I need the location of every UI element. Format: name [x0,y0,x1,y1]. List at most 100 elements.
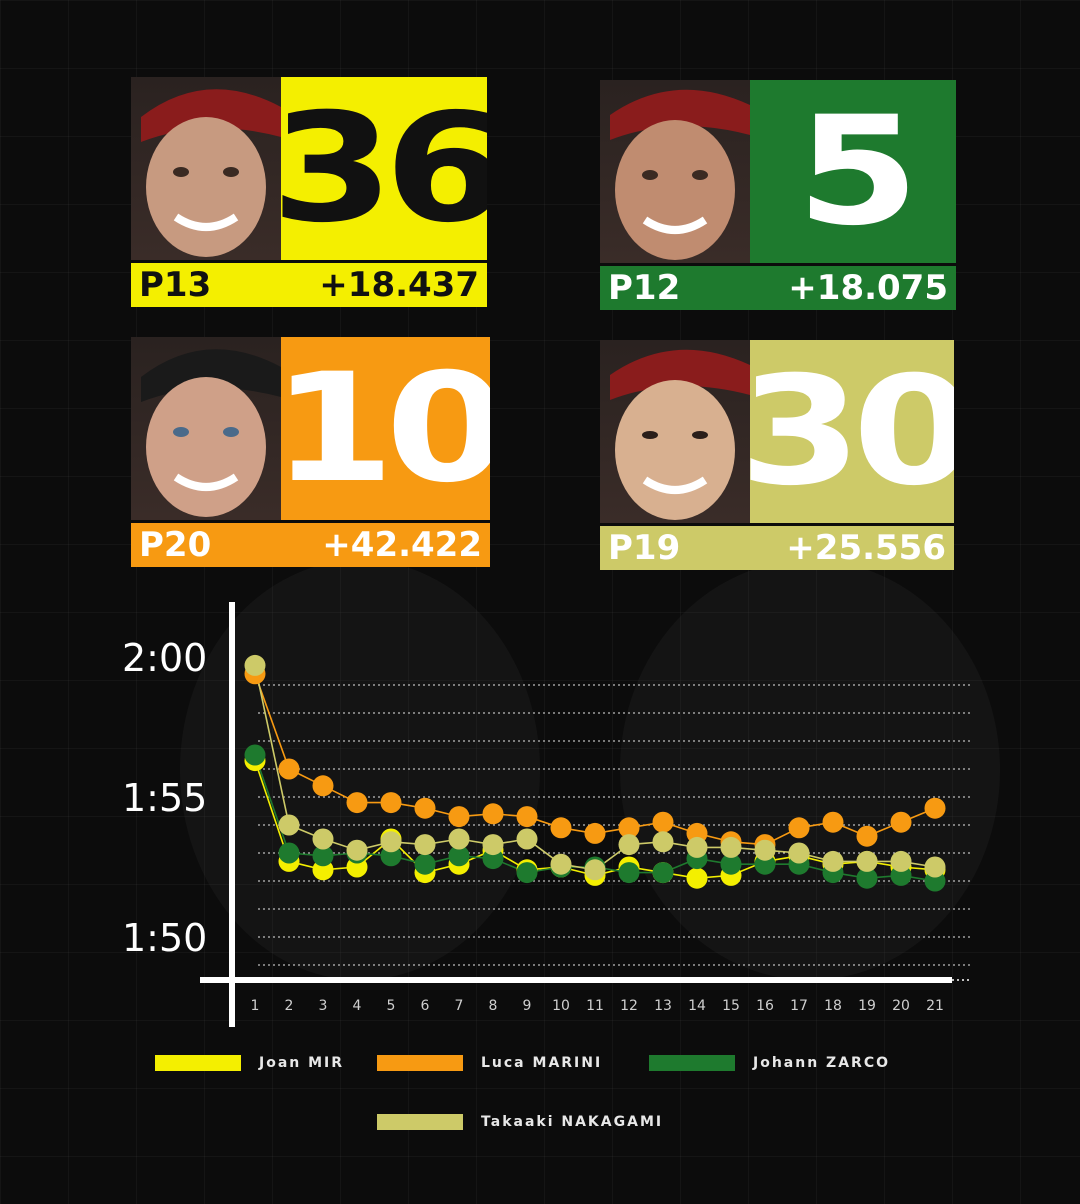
data-point [448,828,470,850]
data-point [550,817,572,839]
rider-photo [600,340,750,523]
rider-number: 5 [796,84,919,259]
data-point [550,853,572,875]
rider-photo [131,77,281,260]
data-point [890,811,912,833]
data-point [278,814,300,836]
rider-number-block: 36 [281,77,487,260]
data-point [822,811,844,833]
data-point [822,850,844,872]
data-point [618,862,640,884]
rider-result-bar: P19 +25.556 [600,523,954,570]
data-point [414,797,436,819]
x-tick-label: 10 [552,998,570,1014]
x-tick-label: 1 [251,998,260,1014]
data-point [652,811,674,833]
x-tick-label: 2 [285,998,294,1014]
data-point [312,845,334,867]
data-point [652,862,674,884]
data-point [924,797,946,819]
x-tick-label: 13 [654,998,672,1014]
data-point [618,834,640,856]
rider-position: P12 [608,268,681,308]
x-tick-label: 21 [926,998,944,1014]
y-tick-label: 1:55 [122,776,207,820]
legend-swatch [377,1114,463,1130]
x-tick-label: 11 [586,998,604,1014]
rider-card-nakagami: 30 P19 +25.556 [600,340,954,570]
rider-gap: +42.422 [322,525,482,565]
data-point [482,834,504,856]
legend-item-nakagami: Takaaki NAKAGAMI [377,1114,663,1130]
data-point [516,828,538,850]
x-tick-label: 15 [722,998,740,1014]
chart-legend: Joan MIR Luca MARINI Johann ZARCO Takaak… [0,1045,1080,1175]
background-bike-right [620,560,1000,980]
x-tick-label: 17 [790,998,808,1014]
data-point [278,842,300,864]
data-point [312,828,334,850]
legend-item-zarco: Johann ZARCO [649,1055,890,1071]
data-point [448,845,470,867]
data-point [414,853,436,875]
rider-gap: +18.437 [319,265,479,305]
rider-position: P13 [139,265,212,305]
data-point [482,803,504,825]
x-tick-label: 19 [858,998,876,1014]
x-tick-label: 9 [523,998,532,1014]
data-point [924,856,946,878]
rider-photo [131,337,281,520]
rider-number: 10 [281,341,490,516]
rider-position: P20 [139,525,212,565]
data-point [890,850,912,872]
data-point [346,792,368,814]
legend-swatch [649,1055,735,1071]
x-tick-label: 3 [319,998,328,1014]
data-point [788,842,810,864]
x-tick-label: 7 [455,998,464,1014]
data-point [244,744,266,766]
lap-time-chart: 2:00 1:55 1:50 1 2 3 4 5 6 7 8 9 10 11 12 13 14 15 16 17 18 1… [0,590,1080,1040]
data-point [584,822,606,844]
legend-swatch [377,1055,463,1071]
background-bike-left [180,560,540,980]
data-point [720,836,742,858]
data-point [856,850,878,872]
data-point [720,853,742,875]
x-tick-label: 8 [489,998,498,1014]
rider-number-block: 10 [281,337,490,520]
rider-number-block: 30 [750,340,954,523]
x-tick-label: 20 [892,998,910,1014]
legend-label: Joan MIR [259,1055,345,1071]
data-point [312,775,334,797]
data-point [618,817,640,839]
x-tick-label: 18 [824,998,842,1014]
data-point [652,831,674,853]
rider-gap: +25.556 [786,528,946,568]
rider-card-mir: 36 P13 +18.437 [131,77,487,307]
lap-time-chart-svg: 2:001:551:501 2 3 4 5 6 7 8 9 10 11 12 13 14 15 16 17 18 1… [122,602,972,1027]
data-point [346,839,368,861]
data-point [278,758,300,780]
rider-result-bar: P12 +18.075 [600,263,956,310]
legend-label: Johann ZARCO [753,1055,890,1071]
rider-result-bar: P20 +42.422 [131,520,490,567]
x-tick-label: 16 [756,998,774,1014]
rider-photo [600,80,750,263]
rider-number: 30 [750,357,954,507]
x-tick-label: 12 [620,998,638,1014]
legend-swatch [155,1055,241,1071]
data-point [380,831,402,853]
data-point [244,654,266,676]
rider-result-bar: P13 +18.437 [131,260,487,307]
rider-number-block: 5 [750,80,956,263]
data-point [414,834,436,856]
data-point [754,839,776,861]
rider-position: P19 [608,528,681,568]
data-point [516,862,538,884]
data-point [584,859,606,881]
data-point [856,825,878,847]
data-point [380,792,402,814]
data-point [686,836,708,858]
x-tick-label: 14 [688,998,706,1014]
